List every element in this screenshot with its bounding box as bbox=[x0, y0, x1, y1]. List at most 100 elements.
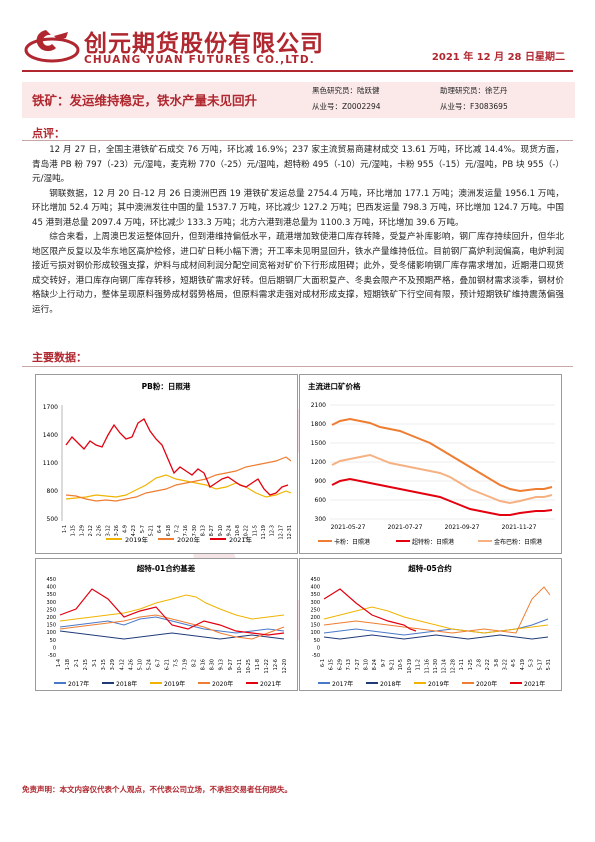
x-tick: 11-5 bbox=[252, 525, 258, 536]
y-tick: 1800 bbox=[311, 421, 326, 428]
main-data-heading: 主要数据： bbox=[32, 351, 87, 364]
chart-super-special-05-contract: 超特-05合约 450 400 350 300 250 200 150 100 50 0 -50 6… bbox=[299, 558, 562, 691]
y-tick: 900 bbox=[315, 478, 327, 485]
paragraph-shipments: 钢联数据，12 月 20 日-12 月 26 日澳洲巴西 19 港铁矿发运总量 … bbox=[32, 188, 564, 228]
legend: 2017年 2018年 2019年 2020年 2021年 bbox=[318, 680, 545, 688]
y-tick: 1100 bbox=[43, 460, 58, 467]
main-data-divider bbox=[22, 366, 573, 367]
x-tick: 1-25 bbox=[468, 659, 474, 670]
x-tick: 8-10 bbox=[363, 659, 369, 670]
x-tick: 10-5 bbox=[398, 659, 404, 670]
x-tick: 9-13 bbox=[219, 659, 225, 670]
x-tick: 12-17 bbox=[278, 525, 284, 540]
x-tick: 12-6 bbox=[273, 659, 279, 670]
x-tick: 4-23 bbox=[131, 525, 137, 536]
y-tick: 150 bbox=[310, 623, 320, 629]
company-logo-icon bbox=[24, 30, 80, 63]
legend-2017: 2017年 bbox=[68, 680, 89, 688]
x-tick: 5-3 bbox=[529, 659, 535, 667]
x-tick: 10-22 bbox=[244, 525, 250, 540]
x-tick: 4-12 bbox=[119, 659, 125, 670]
y-axis: 1700 1400 1100 800 500 bbox=[43, 404, 58, 523]
x-tick: 7-30 bbox=[192, 525, 198, 536]
y-tick: 200 bbox=[310, 615, 320, 621]
series-2020 bbox=[65, 456, 292, 502]
y-tick: 500 bbox=[47, 516, 59, 523]
y-tick: 300 bbox=[310, 600, 320, 606]
y-tick: 250 bbox=[310, 607, 320, 613]
x-tick: 9-7 bbox=[381, 659, 387, 667]
x-tick: 2-26 bbox=[97, 525, 103, 536]
x-tick: 6-21 bbox=[164, 659, 170, 670]
x-tick: 7-13 bbox=[346, 659, 352, 670]
comments-divider bbox=[22, 140, 573, 141]
y-tick: 400 bbox=[46, 585, 56, 591]
x-tick: 2021-07-27 bbox=[388, 524, 423, 531]
y-tick: 100 bbox=[310, 630, 320, 636]
legend-2020: 2020年 bbox=[476, 680, 497, 688]
x-tick: 2-22 bbox=[485, 659, 491, 670]
y-tick: 2100 bbox=[311, 402, 326, 409]
series-2019 bbox=[59, 594, 285, 622]
x-tick: 2-8 bbox=[476, 659, 482, 667]
x-tick: 9-27 bbox=[228, 659, 234, 670]
y-tick: 300 bbox=[315, 516, 327, 523]
x-tick: 7-19 bbox=[183, 659, 189, 670]
x-axis: 1-4 1-18 2-1 2-15 3-1 3-15 3-29 4-12 4-26 5-10 5-2… bbox=[56, 659, 288, 674]
x-tick: 3-1 bbox=[92, 659, 98, 667]
company-name-en: CHUANG YUAN FUTURES CO.,LTD. bbox=[84, 54, 315, 66]
x-tick: 11-16 bbox=[424, 659, 430, 674]
legend-2019: 2019年 bbox=[125, 535, 149, 544]
y-axis: 2100 1800 1500 1200 900 600 300 bbox=[311, 402, 326, 523]
y-tick: 100 bbox=[46, 630, 56, 636]
x-tick: 8-30 bbox=[210, 659, 216, 670]
x-tick: 11-19 bbox=[261, 525, 267, 540]
x-tick: 5-31 bbox=[546, 659, 552, 670]
x-tick: 3-22 bbox=[503, 659, 509, 670]
y-tick: 1200 bbox=[311, 459, 326, 466]
x-tick: 1-1 bbox=[62, 525, 68, 533]
x-tick: 4-19 bbox=[520, 659, 526, 670]
y-tick: 300 bbox=[46, 600, 56, 606]
x-tick: 11-8 bbox=[255, 659, 261, 670]
x-tick: 7-27 bbox=[355, 659, 361, 670]
header-divider bbox=[22, 70, 573, 72]
series-2021 bbox=[65, 418, 289, 496]
y-tick: 50 bbox=[314, 638, 320, 644]
series-2020 bbox=[323, 586, 551, 634]
y-tick: 1400 bbox=[43, 432, 58, 439]
researcher-1-id: 从业号：Z0002294 bbox=[312, 102, 381, 111]
y-tick: -50 bbox=[312, 653, 320, 659]
x-tick: 1-15 bbox=[71, 525, 77, 536]
x-tick: 6-15 bbox=[329, 659, 335, 670]
comments-body: 12 月 27 日，全国主港铁矿石成交 76 万吨，环比减 16.9%；237 … bbox=[32, 143, 564, 317]
gridlines bbox=[330, 404, 555, 520]
legend-2018: 2018年 bbox=[380, 680, 401, 688]
x-tick: 12-14 bbox=[442, 659, 448, 674]
legend: 卡粉：日照港 超特粉：日照港 金布巴粉：日照港 bbox=[318, 538, 542, 546]
legend-jinbuba: 金布巴粉：日照港 bbox=[494, 538, 542, 546]
chart-mainstream-ore-prices-svg: 主流进口矿价格 2100 1800 1500 1200 900 600 300 … bbox=[308, 381, 555, 546]
legend: 2019年 2020年 2021年 bbox=[106, 535, 253, 544]
x-axis: 1-1 1-15 1-29 2-12 2-26 3-12 3-26 4-9 4-23 5-7 5-2… bbox=[62, 525, 293, 540]
x-tick: 2021-09-27 bbox=[445, 524, 480, 531]
series-2021 bbox=[323, 588, 417, 632]
x-tick: 10-11 bbox=[237, 659, 243, 674]
x-tick: 3-15 bbox=[101, 659, 107, 670]
x-tick: 6-7 bbox=[155, 659, 161, 667]
series-2020 bbox=[59, 614, 285, 640]
y-tick: 50 bbox=[50, 638, 56, 644]
x-tick: 5-21 bbox=[149, 525, 155, 536]
x-tick: 3-8 bbox=[494, 659, 500, 667]
title-bar bbox=[22, 82, 575, 118]
x-tick: 8-24 bbox=[372, 659, 378, 670]
x-tick: 8-27 bbox=[209, 525, 215, 536]
series-2021 bbox=[59, 588, 285, 636]
legend-2021: 2021年 bbox=[229, 535, 253, 544]
chart-title: 超特-01合约基差 bbox=[136, 563, 196, 573]
report-date: 2021 年 12 月 28 日星期二 bbox=[431, 52, 565, 63]
chart-title: 超特-05合约 bbox=[407, 563, 452, 573]
